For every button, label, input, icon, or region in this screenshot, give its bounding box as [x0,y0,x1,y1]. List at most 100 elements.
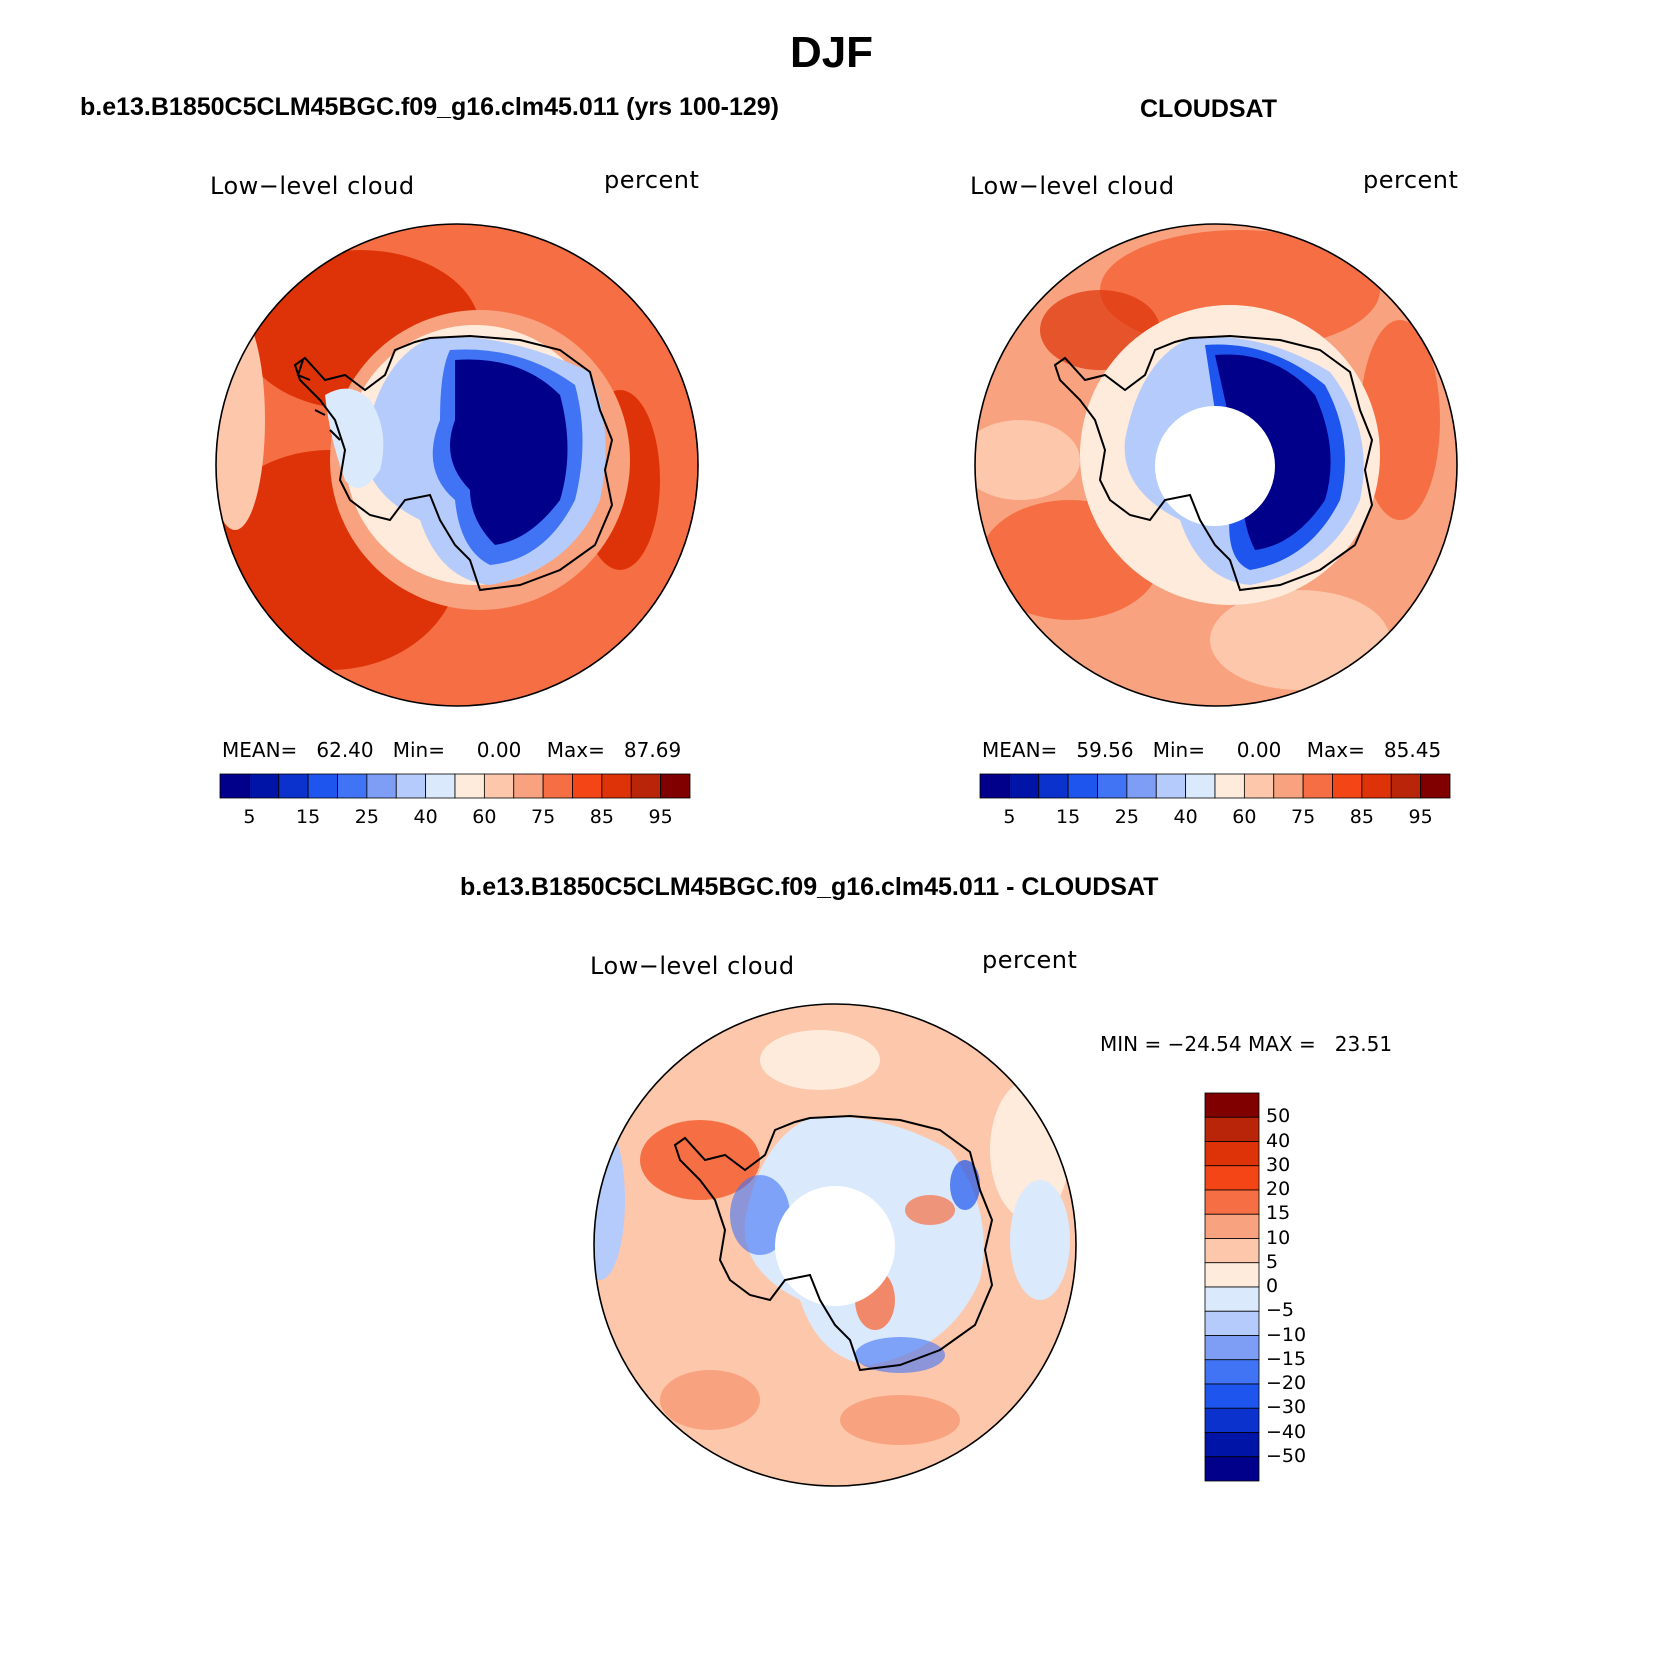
obs-panel-title: CLOUDSAT [1140,95,1278,123]
diff-colorbar-swatch [1204,1286,1260,1312]
obs-colorbar [979,773,1451,799]
diff-colorbar-swatch [1204,1189,1260,1215]
obs-colorbar-swatch [1067,773,1098,799]
obs-colorbar-swatch [1420,773,1451,799]
diff-field-label: Low−level cloud [590,952,795,980]
model-min-label: Min= [392,738,445,762]
diff-colorbar-swatch [1204,1383,1260,1409]
diff-colorbar-swatch [1204,1407,1260,1433]
model-panel-title: b.e13.B1850C5CLM45BGC.f09_g16.clm45.011 … [80,93,780,121]
diff-colorbar-swatch [1204,1165,1260,1191]
obs-tick: 85 [1349,806,1374,828]
obs-colorbar-swatch [1332,773,1363,799]
diff-colorbar-swatch [1204,1359,1260,1385]
obs-tick: 15 [1056,806,1081,828]
diff-tick: 30 [1266,1153,1291,1176]
model-mean-label: MEAN= [222,738,298,762]
diff-tick: 5 [1266,1250,1279,1273]
model-tick: 95 [648,806,673,828]
diff-colorbar-swatch [1204,1262,1260,1288]
model-tick: 75 [531,806,556,828]
diff-colorbar-swatch [1204,1092,1260,1118]
model-colorbar-swatch [660,773,691,799]
obs-tick: 60 [1232,806,1257,828]
obs-tick: 95 [1408,806,1433,828]
model-max-label: Max= [546,738,605,762]
main-title: DJF [789,28,874,77]
diff-tick: −20 [1266,1372,1307,1394]
obs-tick: 40 [1173,806,1198,828]
diff-colorbar-swatch [1204,1213,1260,1239]
model-colorbar-swatch [248,773,280,799]
obs-field-label: Low−level cloud [970,172,1175,200]
obs-colorbar-swatch [1361,773,1392,799]
obs-colorbar-swatch [1214,773,1245,799]
diff-tick: −50 [1266,1444,1307,1467]
diff-tick: −30 [1266,1396,1307,1419]
diff-tick: −5 [1266,1299,1295,1322]
model-min-value: 0.00 [476,738,522,762]
diff-tick: 20 [1266,1178,1291,1200]
obs-colorbar-swatch [1126,773,1157,799]
diff-tick: −10 [1266,1323,1307,1346]
diff-colorbar-swatch [1204,1335,1260,1361]
obs-colorbar-swatch [1185,773,1216,799]
diff-tick: 10 [1266,1226,1291,1249]
obs-colorbar-swatch [1155,773,1187,799]
diff-colorbar-swatch [1204,1432,1260,1458]
model-units-label: percent [604,166,700,194]
diff-colorbar-swatch [1204,1456,1260,1482]
model-tick: 40 [413,806,438,828]
diff-colorbar-swatch [1204,1238,1260,1264]
obs-max-value: 85.45 [1383,738,1442,762]
model-colorbar-swatch [572,773,603,799]
diff-units-label: percent [982,946,1078,974]
obs-colorbar-swatch [1302,773,1333,799]
obs-max-label: Max= [1306,738,1365,762]
diff-tick: −15 [1266,1347,1307,1370]
diff-tick: 40 [1266,1129,1291,1152]
diff-tick: 50 [1266,1105,1291,1128]
model-colorbar-swatch [366,773,397,799]
obs-tick: 75 [1291,806,1316,828]
obs-colorbar-swatch [1008,773,1040,799]
obs-colorbar-ticks: 5 15 25 40 60 75 85 95 [980,806,1450,830]
obs-mean-label: MEAN= [982,738,1058,762]
diff-colorbar-swatch [1204,1310,1260,1336]
model-colorbar-ticks: 5 15 25 40 60 75 85 95 [220,806,690,830]
obs-min-label: Min= [1152,738,1205,762]
model-colorbar-swatch [395,773,427,799]
obs-colorbar-swatch [1038,773,1069,799]
model-tick: 15 [296,806,321,828]
obs-min-value: 0.00 [1236,738,1282,762]
diff-minmax: MIN = −24.54 MAX = 23.51 [1100,1032,1393,1056]
model-tick: 60 [472,806,497,828]
obs-units-label: percent [1363,166,1459,194]
model-max-value: 87.69 [623,738,682,762]
diff-tick: 0 [1266,1275,1279,1297]
obs-mean-value: 59.56 [1076,738,1134,762]
obs-colorbar-swatch [979,773,1010,799]
diff-colorbar-swatch [1204,1141,1260,1167]
model-colorbar-swatch [219,773,250,799]
model-colorbar [219,773,691,799]
obs-tick: 25 [1114,806,1139,828]
model-tick: 25 [354,806,379,828]
model-colorbar-swatch [278,773,309,799]
model-tick: 85 [589,806,614,828]
diff-colorbar-ticks: 50 40 30 20 15 10 5 0 −5 −10 −15 −20 −30… [1266,1092,1346,1482]
diff-tick: −40 [1266,1420,1307,1443]
diff-colorbar-swatch [1204,1116,1260,1142]
obs-tick: 5 [1003,806,1016,828]
model-colorbar-swatch [542,773,573,799]
model-field-label: Low−level cloud [210,172,415,200]
model-mean-value: 62.40 [316,738,374,762]
diff-panel-title: b.e13.B1850C5CLM45BGC.f09_g16.clm45.011 … [460,873,1159,901]
diff-colorbar [1204,1092,1260,1482]
model-tick: 5 [243,806,256,828]
model-colorbar-swatch [630,773,662,799]
diff-tick: 15 [1266,1202,1291,1225]
obs-colorbar-swatch [1243,773,1275,799]
